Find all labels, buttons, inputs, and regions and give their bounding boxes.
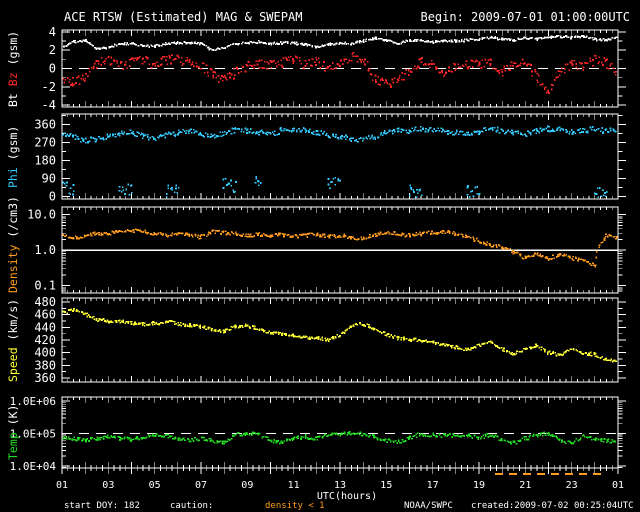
density-unit-label: (/cm3)	[6, 196, 20, 238]
caution-value: density < 1	[265, 501, 325, 511]
plot-title: ACE RTSW (Estimated) MAG & SWEPAM	[64, 10, 303, 24]
start-doy-text: start DOY: 182	[64, 501, 140, 511]
y-axis-label-speed: Speed (km/s)	[6, 298, 20, 382]
x-tick-label: 19	[472, 480, 486, 491]
svg-text:4: 4	[49, 25, 56, 39]
bz-label: Bz	[6, 71, 20, 86]
svg-text:2: 2	[49, 43, 56, 57]
begin-timestamp: Begin: 2009-07-01 01:00:00UTC	[420, 10, 630, 24]
svg-text:440: 440	[34, 320, 56, 334]
x-tick-label: 15	[380, 480, 393, 491]
x-tick-label: 09	[241, 480, 254, 491]
svg-text:360: 360	[34, 117, 56, 131]
svg-text:420: 420	[34, 333, 56, 347]
status-bar: start DOY: 182 caution: density < 1 NOAA…	[0, 501, 640, 512]
x-tick-label: 13	[333, 480, 347, 491]
temp-unit-label: (K)	[6, 404, 20, 426]
svg-text:-4: -4	[42, 98, 56, 112]
svg-text:1.0: 1.0	[34, 243, 56, 257]
y-axis-label-mag: Bt Bz (gsm)	[6, 30, 20, 107]
svg-text:360: 360	[34, 371, 56, 385]
speed-unit-label: (km/s)	[6, 298, 20, 340]
agency-text: NOAA/SWPC	[404, 501, 453, 511]
x-tick-label: 07	[194, 480, 208, 491]
svg-text:-2: -2	[42, 80, 56, 94]
density-label: Density	[6, 244, 20, 293]
svg-text:1.0E+04: 1.0E+04	[10, 460, 57, 473]
x-tick-label: 03	[102, 480, 115, 491]
svg-text:90: 90	[42, 172, 56, 186]
speed-label: Speed	[6, 346, 20, 382]
phi-label: Phi	[6, 166, 20, 188]
mag-unit-label: (gsm)	[6, 30, 20, 66]
svg-text:0.1: 0.1	[34, 279, 56, 293]
svg-text:0: 0	[49, 62, 56, 76]
svg-text:1.0E+06: 1.0E+06	[10, 395, 56, 408]
x-tick-label: 21	[519, 480, 532, 491]
x-tick-label: 23	[565, 480, 578, 491]
temp-label: Temp	[6, 432, 20, 461]
x-axis-tick-labels: 01 03 05 07 09 11 13 15 17 19 21 23 01	[0, 480, 640, 492]
y-axis-label-density: Density (/cm3)	[6, 196, 20, 293]
created-timestamp: created:2009-07-02 00:25:04UTC	[471, 501, 634, 511]
svg-text:480: 480	[34, 295, 56, 309]
bt-label: Bt	[6, 92, 20, 107]
svg-text:180: 180	[34, 154, 56, 168]
y-axis-label-temp: Temp (K)	[6, 397, 20, 468]
x-tick-label: 17	[426, 480, 439, 491]
svg-text:460: 460	[34, 308, 56, 322]
x-tick-label: 05	[148, 480, 161, 491]
caution-label: caution:	[170, 501, 214, 511]
x-axis-title: UTC(hours)	[316, 491, 378, 502]
svg-text:1.0E+05: 1.0E+05	[10, 428, 56, 441]
x-tick-label: 11	[287, 480, 300, 491]
svg-text:0: 0	[49, 190, 56, 204]
svg-text:400: 400	[34, 346, 56, 360]
svg-text:10.0: 10.0	[27, 208, 56, 222]
phi-unit-label: (gsm)	[6, 125, 20, 160]
svg-text:270: 270	[34, 135, 56, 149]
y-axis-label-phi: Phi (gsm)	[6, 114, 20, 199]
svg-text:380: 380	[34, 358, 56, 372]
x-tick-label: 01	[611, 480, 625, 491]
x-tick-label: 01	[55, 480, 69, 491]
